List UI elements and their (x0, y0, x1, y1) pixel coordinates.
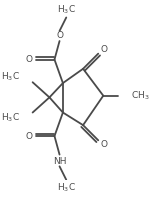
Text: H$_3$C: H$_3$C (57, 181, 76, 194)
Text: H$_3$C: H$_3$C (1, 71, 20, 84)
Text: O: O (26, 132, 33, 141)
Text: O: O (26, 55, 33, 64)
Text: CH$_3$: CH$_3$ (131, 89, 150, 102)
Text: H$_3$C: H$_3$C (1, 111, 20, 124)
Text: O: O (101, 45, 108, 54)
Text: O: O (56, 31, 63, 40)
Text: H$_3$C: H$_3$C (57, 4, 76, 16)
Text: NH: NH (53, 157, 66, 166)
Text: O: O (101, 140, 108, 149)
